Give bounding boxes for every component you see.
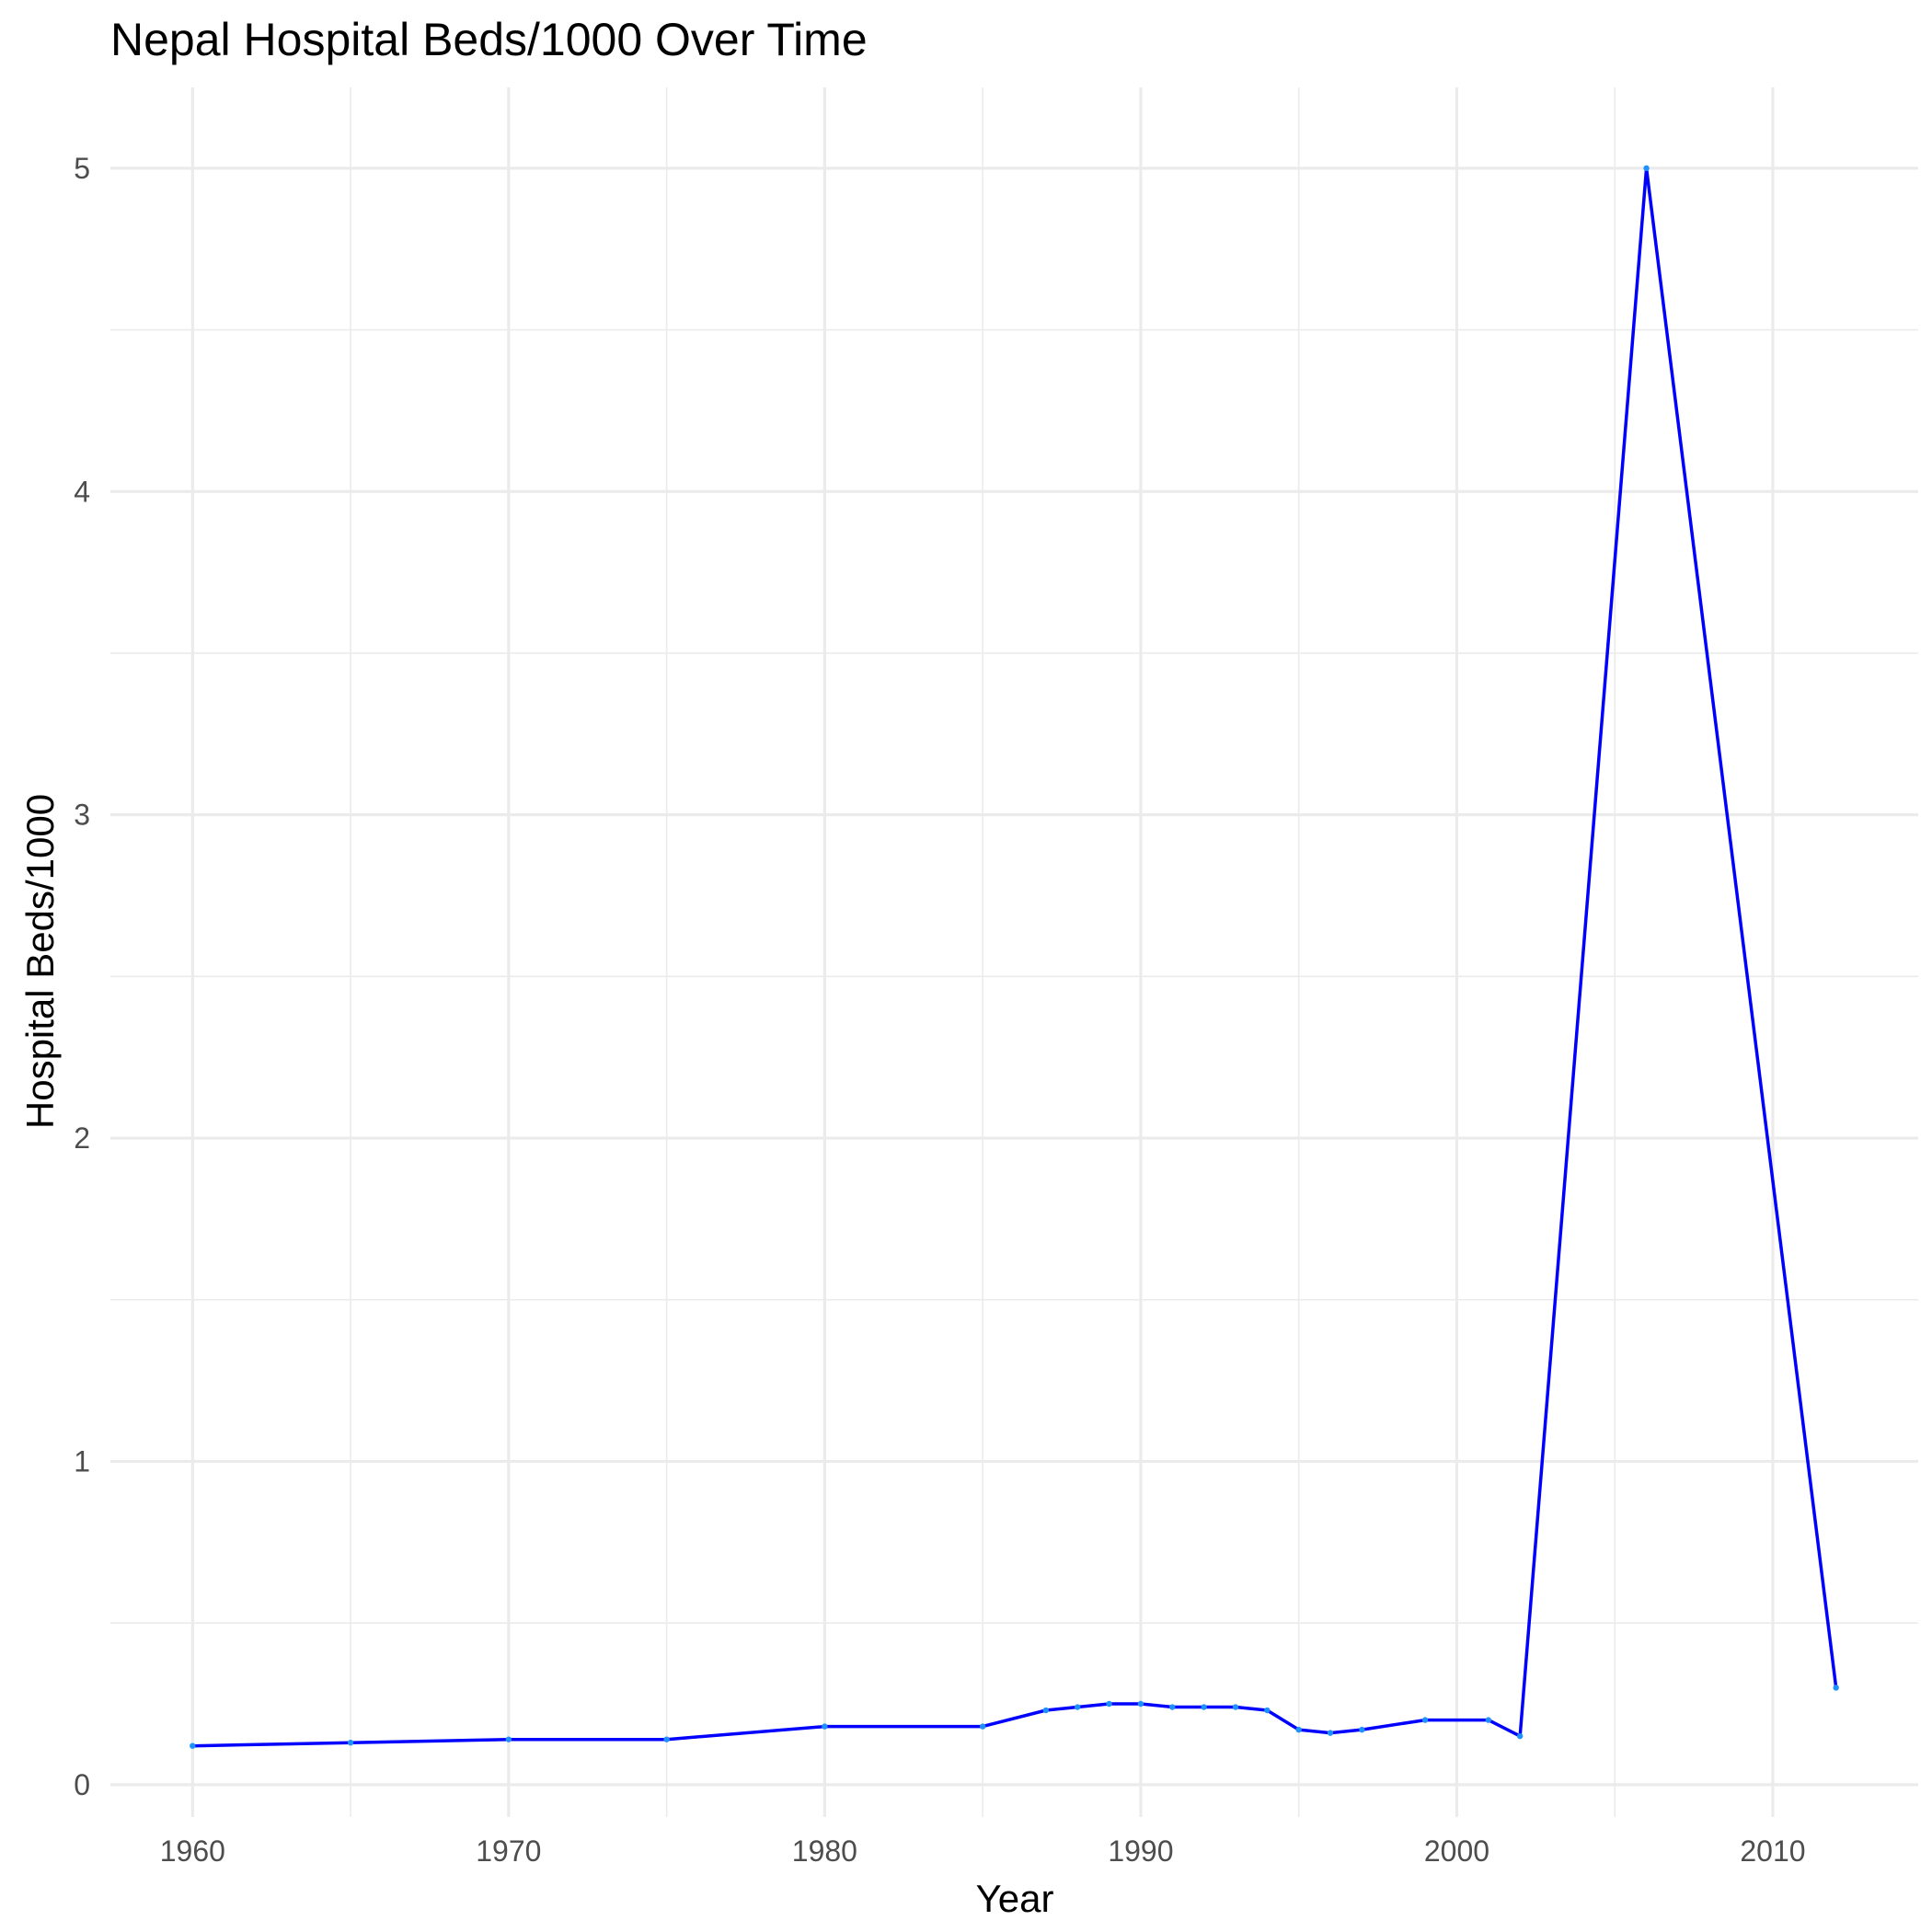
data-point	[1075, 1704, 1081, 1710]
chart-title: Nepal Hospital Beds/1000 Over Time	[110, 14, 868, 65]
data-point	[1327, 1730, 1334, 1736]
y-tick-label: 4	[74, 475, 90, 508]
data-point	[663, 1736, 670, 1742]
data-point	[1421, 1717, 1429, 1723]
y-tick-label: 2	[74, 1121, 90, 1155]
x-tick-label: 1960	[160, 1834, 225, 1868]
data-point	[1295, 1726, 1302, 1733]
data-point	[979, 1723, 986, 1730]
series-line	[192, 167, 1838, 1748]
data-point	[347, 1739, 354, 1746]
y-tick-label: 5	[74, 152, 90, 185]
data-series	[192, 167, 1838, 1748]
x-axis-ticks: 1960 1970 1980 1990 2000 2010	[160, 1834, 1806, 1868]
x-axis-title: Year	[976, 1877, 1054, 1920]
y-axis-title: Hospital Beds/1000	[18, 794, 62, 1129]
data-point	[1137, 1700, 1144, 1708]
data-point	[1643, 165, 1650, 172]
data-point	[505, 1736, 512, 1742]
data-point	[1359, 1726, 1365, 1733]
data-point	[822, 1723, 828, 1730]
data-point	[1201, 1704, 1207, 1710]
data-point	[1264, 1707, 1271, 1714]
data-point	[1833, 1685, 1839, 1691]
data-point	[1042, 1707, 1050, 1714]
data-point	[1169, 1704, 1176, 1710]
data-point	[1485, 1717, 1491, 1723]
minor-gridlines	[110, 87, 1918, 1817]
y-tick-label: 0	[74, 1768, 90, 1801]
data-point	[1516, 1732, 1524, 1740]
data-points	[190, 165, 1839, 1749]
y-tick-label: 1	[74, 1444, 90, 1478]
data-point	[1232, 1704, 1239, 1710]
y-tick-label: 3	[74, 799, 90, 832]
x-tick-label: 1990	[1108, 1834, 1173, 1868]
major-gridlines	[110, 87, 1918, 1817]
data-point	[1106, 1700, 1112, 1708]
x-tick-label: 2010	[1740, 1834, 1805, 1868]
data-point	[190, 1742, 196, 1749]
y-axis-ticks: 0 1 2 3 4 5	[74, 152, 90, 1801]
x-tick-label: 2000	[1424, 1834, 1489, 1868]
x-tick-label: 1970	[476, 1834, 541, 1868]
x-tick-label: 1980	[792, 1834, 857, 1868]
